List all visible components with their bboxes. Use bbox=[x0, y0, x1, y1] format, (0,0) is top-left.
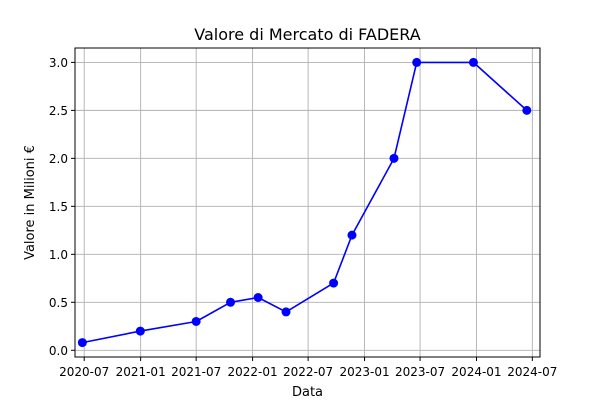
data-point bbox=[389, 153, 399, 163]
data-point bbox=[468, 57, 478, 67]
x-tick-label: 2021-07 bbox=[171, 365, 221, 379]
data-point bbox=[191, 316, 201, 326]
x-tick-label: 2023-07 bbox=[395, 365, 445, 379]
chart-title: Valore di Mercato di FADERA bbox=[194, 25, 420, 44]
x-tick-label: 2020-07 bbox=[59, 365, 109, 379]
data-point bbox=[77, 338, 87, 348]
data-point bbox=[281, 307, 291, 317]
plot-frame bbox=[74, 47, 541, 358]
y-tick-label: 3.0 bbox=[49, 56, 68, 70]
x-tick-label: 2021-01 bbox=[116, 365, 166, 379]
y-tick-label: 2.5 bbox=[49, 104, 68, 118]
data-point bbox=[522, 105, 532, 115]
y-tick-label: 0.5 bbox=[49, 296, 68, 310]
y-tick-label: 1.0 bbox=[49, 248, 68, 262]
data-point bbox=[135, 326, 145, 336]
x-tick-label: 2022-07 bbox=[283, 365, 333, 379]
axis-ticks: 2020-07 2021-01 2021-07 2022-01 2022-07 2023-… bbox=[49, 56, 557, 379]
x-tick-label: 2022-01 bbox=[228, 365, 278, 379]
data-point bbox=[226, 297, 236, 307]
data-point bbox=[412, 57, 422, 67]
series-layer bbox=[77, 57, 532, 348]
x-tick-label: 2023-01 bbox=[339, 365, 389, 379]
y-axis-label: Valore in Milioni € bbox=[23, 145, 38, 260]
y-tick-label: 1.5 bbox=[49, 200, 68, 214]
grid bbox=[75, 48, 540, 357]
y-tick-label: 2.0 bbox=[49, 152, 68, 166]
data-point bbox=[253, 293, 263, 303]
data-point bbox=[329, 278, 339, 288]
x-tick-label: 2024-01 bbox=[451, 365, 501, 379]
x-tick-label: 2024-07 bbox=[507, 365, 557, 379]
data-point bbox=[347, 230, 357, 240]
x-axis-label: Data bbox=[292, 385, 323, 400]
y-tick-label: 0.0 bbox=[49, 344, 68, 358]
series-line bbox=[82, 61, 528, 344]
